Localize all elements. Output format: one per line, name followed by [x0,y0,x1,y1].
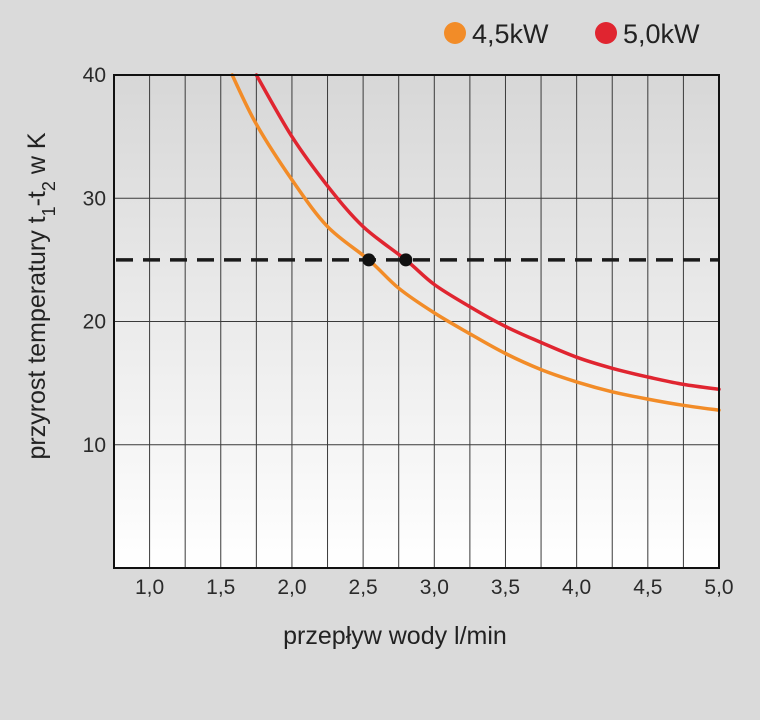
plot-frame [113,74,720,569]
legend-label-5-0kw: 5,0kW [623,19,700,49]
series-layer [230,73,721,412]
x-axis-title: przepływ wody l/min [283,622,507,650]
x-tick-labels: 1,0 1,5 2,0 2,5 3,0 3,5 4,0 4,5 5,0 [135,576,734,599]
x-tick-label: 5,0 [704,576,733,599]
y-tick-label: 10 [83,434,106,457]
y-tick-label: 30 [83,187,106,210]
x-tick-label: 3,5 [491,576,520,599]
legend-marker-4-5kw [444,22,466,44]
legend: 4,5kW 5,0kW [444,19,700,49]
y-tick-label: 20 [83,311,106,334]
grid [114,75,719,568]
x-tick-label: 1,5 [206,576,235,599]
y-axis-title: przyrost temperatury t1-t2 w K [23,132,59,459]
intersection-point-5-0kw [399,253,413,267]
intersection-point-4-5kw [362,253,376,267]
x-tick-label: 2,0 [277,576,306,599]
x-tick-label: 4,0 [562,576,591,599]
x-tick-label: 3,0 [420,576,449,599]
series-line-5-0kw [254,73,721,392]
legend-label-4-5kw: 4,5kW [472,19,549,49]
x-tick-label: 4,5 [633,576,662,599]
legend-marker-5-0kw [595,22,617,44]
x-tick-label: 2,5 [349,576,378,599]
y-tick-label: 40 [83,64,106,87]
marker-layer [362,253,413,267]
series-line-4-5kw [230,73,721,412]
y-tick-labels: 10 20 30 40 [83,64,106,457]
x-tick-label: 1,0 [135,576,164,599]
